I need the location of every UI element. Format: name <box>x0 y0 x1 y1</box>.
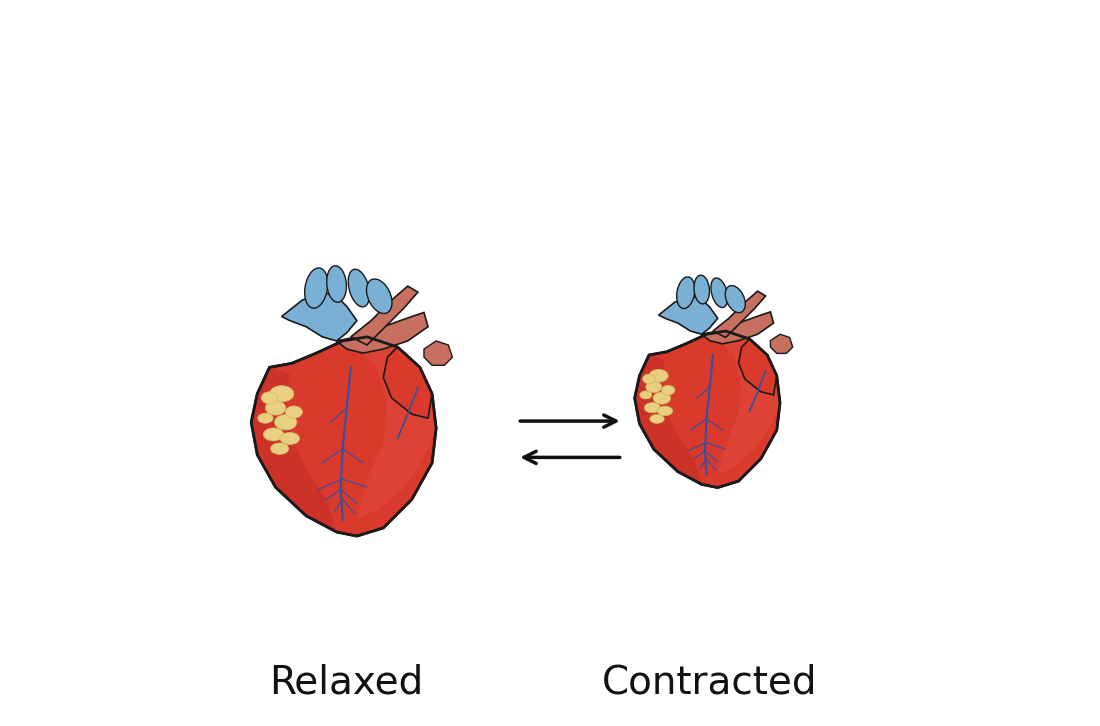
Ellipse shape <box>257 413 273 423</box>
Ellipse shape <box>653 392 671 404</box>
Polygon shape <box>717 331 780 475</box>
Ellipse shape <box>658 406 673 416</box>
Ellipse shape <box>305 268 328 309</box>
Polygon shape <box>383 347 432 418</box>
Polygon shape <box>635 355 702 484</box>
Ellipse shape <box>349 269 370 307</box>
Ellipse shape <box>327 266 346 302</box>
Polygon shape <box>251 337 437 536</box>
Ellipse shape <box>676 277 695 309</box>
Polygon shape <box>356 337 437 520</box>
Ellipse shape <box>650 415 664 423</box>
Ellipse shape <box>642 374 656 384</box>
Polygon shape <box>659 296 717 334</box>
Ellipse shape <box>645 403 660 413</box>
Text: Contracted: Contracted <box>602 664 817 701</box>
Polygon shape <box>251 367 337 532</box>
Polygon shape <box>738 339 777 395</box>
Polygon shape <box>770 334 793 354</box>
Ellipse shape <box>262 392 277 404</box>
Polygon shape <box>282 292 356 341</box>
Ellipse shape <box>280 433 299 444</box>
Ellipse shape <box>265 401 286 415</box>
Ellipse shape <box>271 443 289 454</box>
Ellipse shape <box>694 275 710 304</box>
Ellipse shape <box>711 278 728 308</box>
Ellipse shape <box>640 391 652 399</box>
Ellipse shape <box>725 285 746 313</box>
Polygon shape <box>702 312 773 344</box>
Polygon shape <box>337 312 428 353</box>
Ellipse shape <box>366 279 392 314</box>
Ellipse shape <box>646 381 662 393</box>
Ellipse shape <box>270 386 294 402</box>
Polygon shape <box>424 341 452 365</box>
Ellipse shape <box>275 415 297 430</box>
Polygon shape <box>635 331 780 488</box>
Polygon shape <box>351 286 418 345</box>
Ellipse shape <box>649 370 668 382</box>
Polygon shape <box>713 291 766 338</box>
Ellipse shape <box>263 428 284 441</box>
Ellipse shape <box>285 406 303 418</box>
Text: Relaxed: Relaxed <box>270 664 424 701</box>
Ellipse shape <box>661 386 675 395</box>
